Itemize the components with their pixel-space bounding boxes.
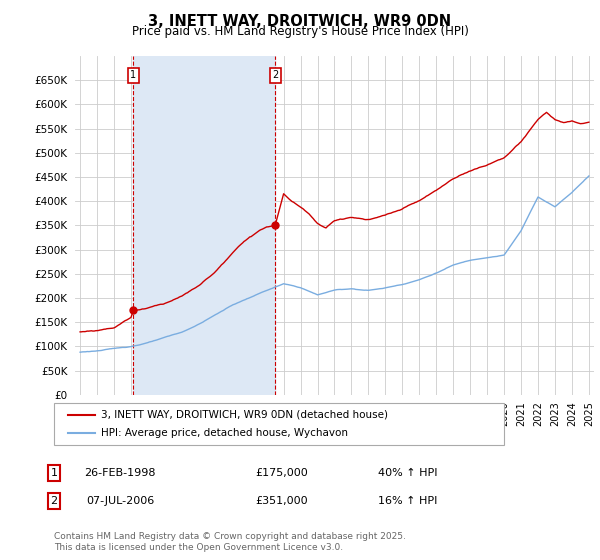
Text: 3, INETT WAY, DROITWICH, WR9 0DN (detached house): 3, INETT WAY, DROITWICH, WR9 0DN (detach… [101,410,388,420]
Text: 1: 1 [50,468,58,478]
Text: Price paid vs. HM Land Registry's House Price Index (HPI): Price paid vs. HM Land Registry's House … [131,25,469,38]
Text: 40% ↑ HPI: 40% ↑ HPI [378,468,438,478]
Text: 26-FEB-1998: 26-FEB-1998 [84,468,156,478]
Text: 3, INETT WAY, DROITWICH, WR9 0DN: 3, INETT WAY, DROITWICH, WR9 0DN [148,14,452,29]
Text: £351,000: £351,000 [256,496,308,506]
Bar [133,56,275,395]
Text: Contains HM Land Registry data © Crown copyright and database right 2025.
This d: Contains HM Land Registry data © Crown c… [54,532,406,552]
Text: 07-JUL-2006: 07-JUL-2006 [86,496,154,506]
Text: 2: 2 [50,496,58,506]
Text: 2: 2 [272,71,278,81]
Text: 16% ↑ HPI: 16% ↑ HPI [379,496,437,506]
Text: 1: 1 [130,71,136,81]
Text: HPI: Average price, detached house, Wychavon: HPI: Average price, detached house, Wych… [101,428,348,438]
Text: £175,000: £175,000 [256,468,308,478]
FancyBboxPatch shape [54,403,504,445]
